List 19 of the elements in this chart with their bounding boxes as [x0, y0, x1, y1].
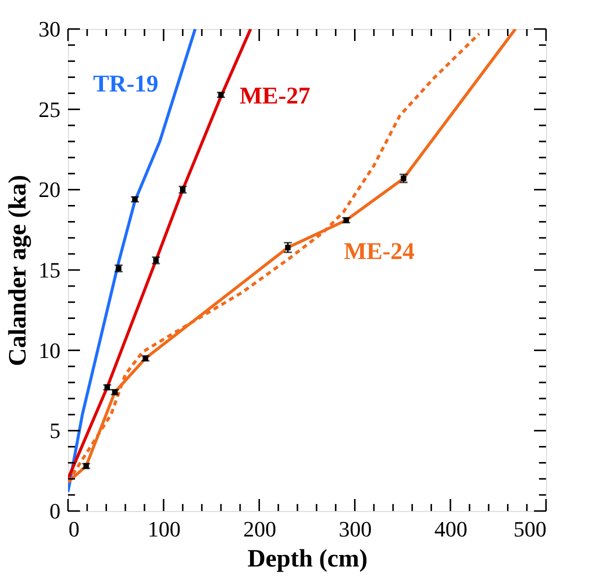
line-series [68, 29, 197, 494]
y-tick-label: 0 [50, 498, 60, 524]
x-tick-label: 100 [148, 516, 181, 542]
y-tick-label: 30 [38, 16, 60, 42]
x-tick-label: 300 [338, 516, 372, 542]
series-label: ME-24 [344, 239, 415, 266]
x-tick-label: 500 [514, 516, 546, 542]
y-tick-label: 10 [38, 338, 60, 363]
x-tick-label: 0 [68, 516, 80, 542]
y-tick-label: 15 [38, 258, 60, 282]
x-axis-title: Depth (cm) [247, 546, 368, 572]
x-tick-label: 200 [243, 516, 276, 542]
y-tick-label: 20 [38, 177, 60, 202]
series-label: ME-27 [240, 83, 310, 110]
y-axis-title: Calander age (ka) [4, 174, 32, 366]
series-label: TR-19 [93, 71, 158, 98]
y-tick-label: 5 [50, 418, 60, 444]
y-tick-label: 25 [38, 96, 60, 122]
x-tick-label: 400 [434, 516, 468, 542]
